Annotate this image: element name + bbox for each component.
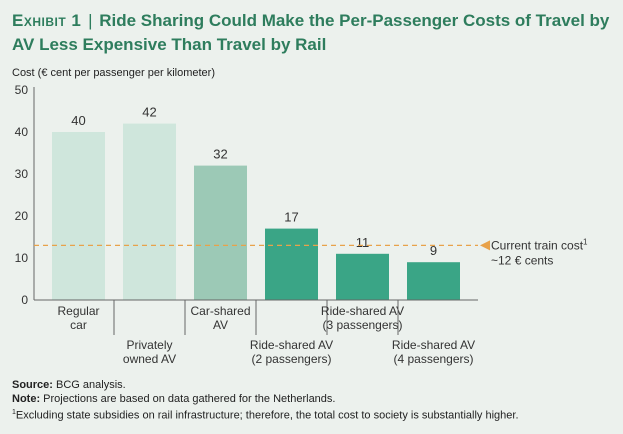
bar-4 xyxy=(265,228,318,300)
y-axis-ticks: 0 10 20 30 40 50 xyxy=(15,83,29,307)
bar-3 xyxy=(194,165,247,300)
source-note: Source: BCG analysis. xyxy=(12,378,612,392)
footnotes: Source: BCG analysis. Note: Projections … xyxy=(12,378,612,423)
chart-title: Exhibit 1 | Ride Sharing Could Make the … xyxy=(12,9,612,57)
y-tick-label-30: 30 xyxy=(15,167,29,181)
footnote-text: Excluding state subsidies on rail infras… xyxy=(15,409,519,422)
source-label: Source: xyxy=(12,379,53,391)
category-label-1-line-2: car xyxy=(70,318,87,332)
y-tick-label-10: 10 xyxy=(15,251,29,265)
projection-note: Note: Projections are based on data gath… xyxy=(12,392,612,406)
y-tick-label-20: 20 xyxy=(15,209,29,223)
bar-value-label-5: 11 xyxy=(356,235,370,250)
category-label-4-line-2: (2 passengers) xyxy=(251,352,331,366)
y-axis-label: Cost (€ cent per passenger per kilometer… xyxy=(12,67,215,79)
reference-footnote-marker: 1 xyxy=(583,237,588,246)
category-label-6-line-1: Ride-shared AV xyxy=(392,338,475,352)
category-label-5-line-1: Ride-shared AV xyxy=(321,304,404,318)
bar-1 xyxy=(52,132,105,300)
bars: 40 42 32 17 11 9 xyxy=(52,105,460,300)
category-label-5-line-2: (3 passengers) xyxy=(322,318,402,332)
category-label-1-line-1: Regular xyxy=(57,304,99,318)
bar-chart: Cost (€ cent per passenger per kilometer… xyxy=(12,67,588,366)
bar-value-label-6: 9 xyxy=(430,243,437,258)
reference-line-value-label: ~12 € cents xyxy=(491,253,553,267)
bar-value-label-1: 40 xyxy=(71,113,85,128)
bar-value-label-4: 17 xyxy=(284,210,298,225)
category-label-6-line-2: (4 passengers) xyxy=(393,352,473,366)
reference-line-label: Current train cost1 xyxy=(491,237,588,252)
exhibit-label: Exhibit 1 xyxy=(12,11,82,30)
note-label: Note: xyxy=(12,393,41,405)
subsidy-footnote: 1Excluding state subsidies on rail infra… xyxy=(12,406,612,423)
source-text: BCG analysis. xyxy=(56,379,126,391)
bar-value-label-2: 42 xyxy=(142,105,156,120)
category-label-2-line-2: owned AV xyxy=(123,352,176,366)
y-tick-label-50: 50 xyxy=(15,83,29,97)
y-tick-label-40: 40 xyxy=(15,125,29,139)
category-label-4-line-1: Ride-shared AV xyxy=(250,338,333,352)
y-tick-label-0: 0 xyxy=(21,293,28,307)
note-text: Projections are based on data gathered f… xyxy=(43,393,336,405)
reference-marker-arrow-icon xyxy=(480,240,490,251)
footnote-marker: 1 xyxy=(12,409,16,416)
title-text: Ride Sharing Could Make the Per-Passenge… xyxy=(12,11,610,54)
category-label-2-line-1: Privately xyxy=(126,338,172,352)
title-separator: | xyxy=(88,11,93,30)
category-label-3-line-1: Car-shared xyxy=(190,304,250,318)
bar-value-label-3: 32 xyxy=(213,147,227,162)
reference-line-group: Current train cost1~12 € cents xyxy=(34,237,588,267)
bar-5 xyxy=(336,253,389,300)
bar-6 xyxy=(407,262,460,300)
bar-2 xyxy=(123,123,176,300)
category-label-3-line-2: AV xyxy=(213,318,228,332)
